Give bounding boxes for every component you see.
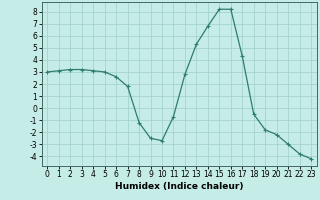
X-axis label: Humidex (Indice chaleur): Humidex (Indice chaleur) bbox=[115, 182, 244, 191]
